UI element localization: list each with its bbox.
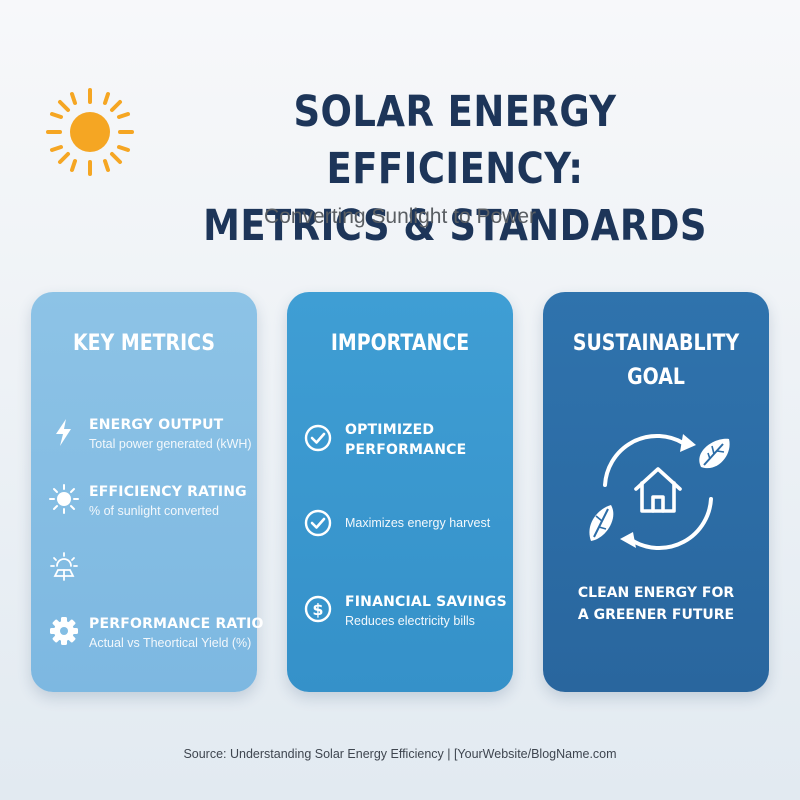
metric-description: Actual vs Theortical Yield (%)	[89, 636, 252, 650]
importance-title-line2: PERFORMANCE	[345, 442, 467, 458]
metric-title: PERFORMANCE RATIO	[89, 616, 264, 632]
metric-title: ENERGY OUTPUT	[89, 417, 224, 433]
page-title-line2: METRICS & STANDARDS	[203, 201, 707, 251]
key-metrics-title: KEY METRICS	[72, 331, 216, 356]
leaf-icon	[589, 505, 614, 541]
header: SOLAR ENERGY EFFICIENCY: METRICS & STAND…	[0, 0, 800, 260]
sustainability-title: SUSTAINABLITY GOAL	[559, 327, 753, 395]
house-icon	[634, 467, 682, 513]
sustainability-title-line2: GOAL	[627, 365, 685, 390]
page-title-line1: SOLAR ENERGY EFFICIENCY:	[293, 87, 617, 194]
key-metrics-card: KEY METRICS ENERGY OUTPUT Total power ge…	[31, 292, 263, 692]
leaf-icon	[699, 438, 730, 469]
metric-description: % of sunlight converted	[89, 504, 219, 518]
sustainability-goal-text: CLEAN ENERGY FOR A GREENER FUTURE	[543, 582, 769, 626]
importance-card: IMPORTANCE OPTIMIZED PERFORMANCE Maximiz…	[287, 292, 513, 692]
check-circle-icon	[304, 424, 332, 452]
sun-icon	[46, 88, 134, 176]
sustainability-title-line1: SUSTAINABLITY	[572, 331, 740, 356]
goal-text-line2: A GREENER FUTURE	[577, 607, 735, 623]
importance-description: Reduces electricity bills	[345, 614, 475, 628]
dollar-circle-icon: $	[304, 595, 332, 623]
solar-panel-sun-icon	[50, 552, 78, 581]
importance-description: Maximizes energy harvest	[345, 516, 491, 530]
metric-title: EFFICIENCY RATING	[89, 484, 247, 500]
check-circle-icon	[304, 509, 332, 537]
importance-title: FINANCIAL SAVINGS	[345, 594, 507, 610]
svg-text:$: $	[312, 600, 323, 619]
metric-description: Total power generated (kWH)	[89, 437, 252, 451]
page-title: SOLAR ENERGY EFFICIENCY: METRICS & STAND…	[193, 84, 718, 255]
page-subtitle: Converting Sunlight to Power	[264, 205, 536, 228]
lightning-bolt-icon	[56, 419, 71, 446]
sustainability-card: SUSTAINABLITY GOAL CLEAN ENERGY FOR A GR…	[543, 292, 769, 692]
goal-text-line1: CLEAN ENERGY FOR	[577, 585, 735, 601]
importance-title: IMPORTANCE	[330, 331, 470, 356]
importance-title-line1: OPTIMIZED	[345, 422, 435, 438]
sun-icon	[49, 484, 79, 514]
source-footer: Source: Understanding Solar Energy Effic…	[183, 747, 617, 761]
gear-icon	[50, 617, 78, 645]
recycle-arrows-icon	[589, 434, 730, 550]
